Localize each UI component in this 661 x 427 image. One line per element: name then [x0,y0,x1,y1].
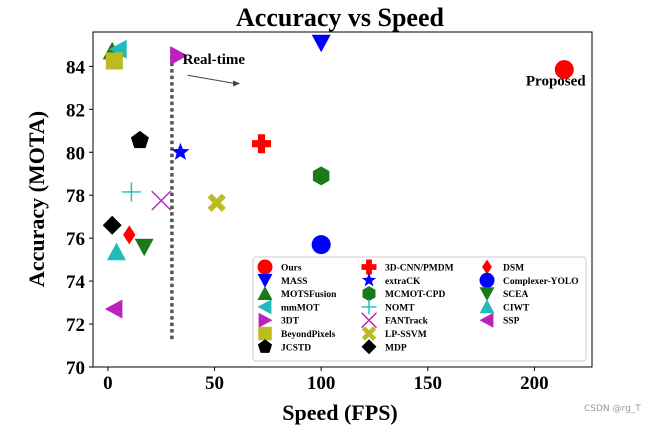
legend-box [252,256,587,362]
legend-label-3dt: 3DT [281,317,300,327]
legend-label-beyondpixels: BeyondPixels [281,330,336,340]
legend-marker-mcmot-cpd [362,286,376,302]
x-axis-label: Speed (FPS) [282,400,398,425]
point-extrack [171,142,190,160]
legend-label-jcstd: JCSTD [281,343,311,353]
legend-label-mcmot-cpd: MCMOT-CPD [385,290,445,300]
legend-label-mass: MASS [281,277,307,287]
x-tick-label: 150 [414,373,443,394]
legend-label-fantrack: FANTrack [385,317,429,327]
point-mdp [102,215,122,235]
legend-marker-mdp [361,339,377,355]
legend-marker-fantrack [361,312,377,329]
point-nomt [121,182,141,202]
legend-label-dsm: DSM [503,264,524,274]
legend-label-scea: SCEA [503,290,528,300]
legend-marker-dsm [482,259,492,275]
point-3dt [170,46,188,66]
y-axis-label: Accuracy (MOTA) [24,111,49,287]
plot-area-frame [92,31,593,368]
point-ssp [104,299,123,319]
y-tick-label: 82 [66,100,85,121]
legend-marker-jcstd [257,339,273,353]
x-tick-label: 50 [205,373,224,394]
point-mcmot-cpd [312,166,330,186]
point-lp-ssvm [207,193,226,212]
legend-marker-ours [257,259,273,275]
point-scea [134,238,154,257]
legend-marker-complexer-yolo [479,272,495,288]
legend-marker-extrack [361,272,377,287]
y-tick-label: 70 [66,358,85,379]
y-tick-label: 74 [66,272,86,293]
legend-marker-nomt [361,299,377,315]
watermark: CSDN @rg_T [584,404,641,414]
point-dsm [123,225,136,245]
point-jcstd [130,130,149,149]
legend-marker-motsfusion [257,286,273,300]
y-tick-label: 72 [66,315,85,336]
annotation-real-time: Real-time [183,52,246,68]
point-ours [554,60,574,80]
legend-marker-ciwt [479,299,495,314]
legend-label-ssp: SSP [503,317,520,327]
point-fantrack [151,190,172,211]
y-tick-label: 80 [66,143,85,164]
y-tick-label: 76 [66,229,85,250]
legend-label-mmmot: mmMOT [281,303,320,313]
chart-title: Accuracy vs Speed [236,3,445,32]
legend-marker-scea [479,287,495,302]
annotation-proposed: Proposed [526,74,586,90]
legend-label-ciwt: CIWT [503,303,530,313]
legend-label-lp-ssvm: LP-SSVM [385,330,427,340]
point-beyondpixels [105,52,123,70]
legend-label-extrack: extraCK [385,277,421,287]
legend-marker-mass [257,273,273,288]
legend-marker-lp-ssvm [361,326,377,341]
x-tick-label: 100 [307,373,336,394]
legend-label-mdp: MDP [385,343,407,353]
legend-label-3d-cnn-pmdm: 3D-CNN/PMDM [385,264,454,274]
legend-marker-3d-cnn-pmdm [361,259,377,275]
legend-marker-beyondpixels [258,326,272,341]
legend-marker-3dt [258,312,273,328]
x-tick-label: 0 [103,373,113,394]
legend-label-ours: Ours [281,264,302,274]
point-3d-cnn-pmdm [252,134,271,154]
legend-marker-ssp [479,312,494,328]
y-tick-label: 84 [66,57,86,78]
point-complexer-yolo [311,235,331,255]
legend-label-complexer-yolo: Complexer-YOLO [503,277,579,287]
point-mass [311,34,331,53]
legend-marker-mmmot [257,299,272,315]
y-tick-label: 78 [66,186,85,207]
point-ciwt [107,242,126,261]
legend-label-motsfusion: MOTSFusion [281,290,337,300]
annotation-arrow-shaft [187,74,236,85]
annotation-arrow-head [233,80,241,87]
legend-label-nomt: NOMT [385,303,415,313]
x-tick-label: 200 [520,373,549,394]
